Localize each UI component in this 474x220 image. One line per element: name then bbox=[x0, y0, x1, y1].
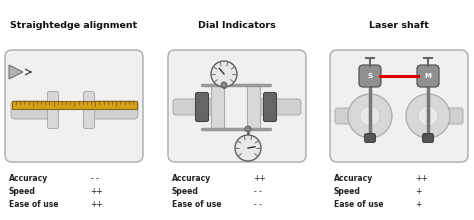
Text: Ease of use: Ease of use bbox=[334, 200, 383, 209]
Text: Speed: Speed bbox=[9, 187, 36, 196]
FancyBboxPatch shape bbox=[365, 134, 375, 143]
FancyBboxPatch shape bbox=[83, 92, 94, 128]
Circle shape bbox=[221, 82, 227, 88]
Circle shape bbox=[418, 106, 438, 126]
Circle shape bbox=[360, 106, 380, 126]
FancyBboxPatch shape bbox=[330, 50, 468, 162]
Text: Ease of use: Ease of use bbox=[172, 200, 221, 209]
FancyBboxPatch shape bbox=[211, 84, 225, 130]
FancyBboxPatch shape bbox=[5, 50, 143, 162]
Text: Speed: Speed bbox=[172, 187, 199, 196]
Text: Accuracy: Accuracy bbox=[172, 174, 211, 183]
Circle shape bbox=[211, 61, 237, 87]
Text: Accuracy: Accuracy bbox=[334, 174, 373, 183]
FancyBboxPatch shape bbox=[195, 92, 209, 121]
Text: +: + bbox=[416, 200, 422, 209]
Text: Accuracy: Accuracy bbox=[9, 174, 48, 183]
Bar bbox=[12, 101, 137, 109]
FancyBboxPatch shape bbox=[264, 92, 276, 121]
Text: Laser shaft: Laser shaft bbox=[369, 20, 429, 29]
FancyBboxPatch shape bbox=[11, 101, 53, 119]
Text: Ease of use: Ease of use bbox=[9, 200, 58, 209]
Text: - -: - - bbox=[254, 187, 262, 196]
Text: ++: ++ bbox=[254, 174, 266, 183]
Text: Dial Indicators: Dial Indicators bbox=[198, 20, 276, 29]
Text: ++: ++ bbox=[91, 187, 103, 196]
Text: - -: - - bbox=[91, 174, 99, 183]
Text: - -: - - bbox=[254, 200, 262, 209]
Text: Straightedge alignment: Straightedge alignment bbox=[10, 20, 137, 29]
Circle shape bbox=[245, 126, 251, 132]
FancyBboxPatch shape bbox=[47, 92, 58, 128]
Text: S: S bbox=[367, 73, 373, 79]
FancyBboxPatch shape bbox=[422, 134, 434, 143]
Circle shape bbox=[348, 94, 392, 138]
Text: +: + bbox=[416, 187, 422, 196]
Circle shape bbox=[406, 94, 450, 138]
Text: Speed: Speed bbox=[334, 187, 361, 196]
FancyBboxPatch shape bbox=[247, 84, 261, 130]
FancyBboxPatch shape bbox=[173, 99, 217, 115]
Text: ++: ++ bbox=[416, 174, 428, 183]
FancyBboxPatch shape bbox=[255, 99, 301, 115]
Circle shape bbox=[235, 135, 261, 161]
FancyBboxPatch shape bbox=[168, 50, 306, 162]
FancyBboxPatch shape bbox=[359, 65, 381, 87]
Polygon shape bbox=[9, 65, 23, 79]
FancyBboxPatch shape bbox=[413, 108, 463, 124]
FancyBboxPatch shape bbox=[417, 65, 439, 87]
FancyBboxPatch shape bbox=[335, 108, 385, 124]
Text: ++: ++ bbox=[91, 200, 103, 209]
FancyBboxPatch shape bbox=[91, 101, 138, 119]
Text: M: M bbox=[425, 73, 431, 79]
